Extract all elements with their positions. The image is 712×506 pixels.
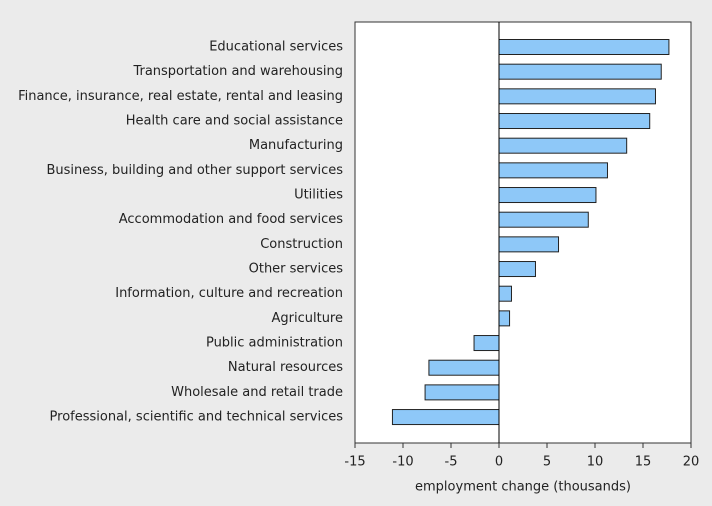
y-tick-label: Finance, insurance, real estate, rental … — [18, 89, 343, 104]
x-tick-label: 0 — [495, 455, 503, 470]
y-tick-label: Agriculture — [272, 311, 344, 326]
y-tick-label: Educational services — [209, 40, 343, 55]
bar — [498, 211, 589, 228]
bar — [473, 335, 500, 352]
bar — [424, 384, 500, 401]
y-tick-label: Business, building and other support ser… — [46, 163, 343, 178]
y-tick-label: Other services — [249, 262, 344, 277]
bar — [498, 39, 670, 55]
y-tick-label: Transportation and warehousing — [132, 64, 343, 79]
bar — [498, 113, 651, 130]
plot-area — [354, 21, 692, 444]
y-tick-label: Utilities — [294, 188, 343, 203]
x-axis-label: employment change (thousands) — [415, 480, 631, 495]
bar — [498, 261, 536, 278]
bar — [428, 359, 500, 376]
x-tick-label: -15 — [344, 455, 365, 470]
x-tick-label: -5 — [445, 455, 458, 470]
bar — [391, 409, 500, 426]
y-tick-label: Manufacturing — [249, 138, 343, 153]
bar — [498, 236, 560, 253]
y-tick-label: Wholesale and retail trade — [171, 385, 343, 400]
bar — [498, 88, 656, 105]
x-tick-label: 20 — [683, 455, 700, 470]
bar — [498, 137, 628, 154]
bar — [498, 162, 608, 179]
y-tick-label: Health care and social assistance — [126, 114, 343, 129]
x-tick-label: -10 — [392, 455, 413, 470]
x-tick-label: 10 — [587, 455, 604, 470]
bar — [498, 310, 511, 327]
x-tick-label: 15 — [635, 455, 652, 470]
bar — [498, 187, 597, 204]
x-tick-label: 5 — [543, 455, 551, 470]
bar — [498, 285, 512, 302]
y-tick-label: Construction — [260, 237, 343, 252]
y-tick-label: Natural resources — [228, 360, 343, 375]
y-tick-label: Professional, scientific and technical s… — [50, 410, 344, 425]
y-tick-label: Information, culture and recreation — [115, 286, 343, 301]
y-tick-label: Accommodation and food services — [119, 212, 343, 227]
bar — [498, 63, 662, 80]
y-tick-label: Public administration — [206, 336, 343, 351]
